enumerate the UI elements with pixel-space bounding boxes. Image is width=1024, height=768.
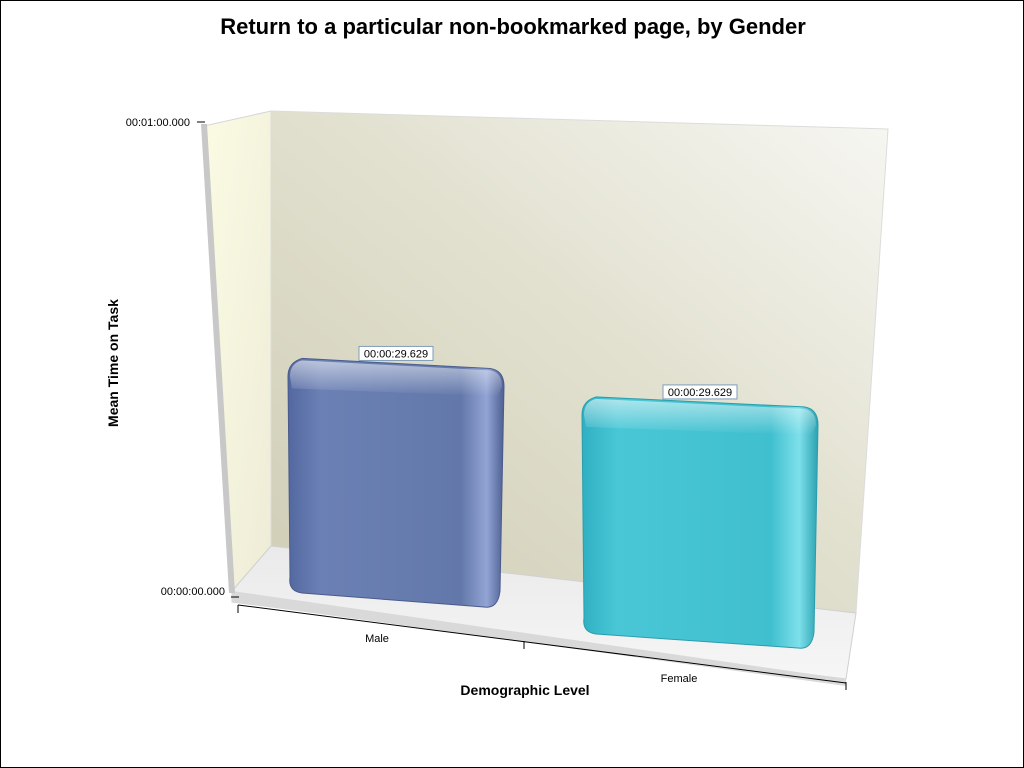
- bars-layer: 00:00:29.629 00:00:29.629: [287, 345, 819, 649]
- x-tick-label-female: Female: [661, 673, 698, 685]
- y-axis-title: Mean Time on Task: [105, 299, 121, 427]
- data-label-male: 00:00:29.629: [364, 348, 428, 360]
- x-axis-title: Demographic Level: [460, 682, 589, 698]
- bar-male: [287, 357, 505, 608]
- data-label-female: 00:00:29.629: [668, 387, 732, 399]
- floor-front-edge: [232, 591, 846, 686]
- y-axis-side: [201, 124, 235, 593]
- y-tick-label-min: 00:00:00.000: [161, 586, 225, 598]
- bar-highlight-female: [584, 398, 816, 435]
- x-axis-line: [237, 604, 847, 684]
- chart-title: Return to a particular non-bookmarked pa…: [220, 14, 806, 39]
- left-wall: [203, 110, 272, 593]
- data-label-box-female: [662, 384, 738, 400]
- y-tick-label-max: 00:01:00.000: [126, 117, 190, 129]
- x-tick-label-male: Male: [365, 633, 389, 645]
- bar-female: [581, 396, 819, 649]
- data-label-box-male: [358, 345, 434, 361]
- bar-highlight-male: [290, 360, 502, 397]
